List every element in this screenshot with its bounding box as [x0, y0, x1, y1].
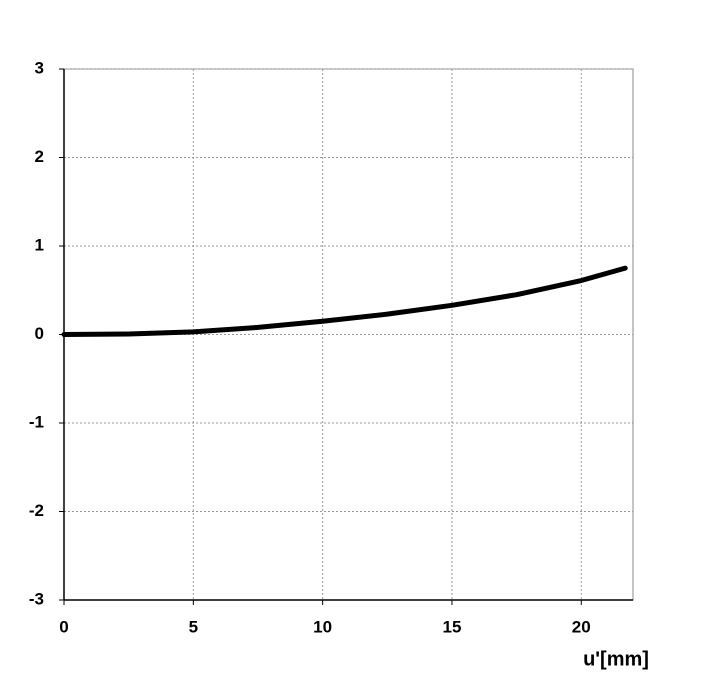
data-line — [61, 265, 628, 337]
y-tick-label: -3 — [29, 589, 44, 608]
x-tick-label: 0 — [59, 617, 68, 636]
y-tick-label: 3 — [35, 58, 44, 77]
x-axis-label: u'[mm] — [583, 648, 649, 670]
x-tick-label: 15 — [442, 617, 461, 636]
x-tick-label: 20 — [572, 617, 591, 636]
x-tick-label: 5 — [189, 617, 198, 636]
y-tick-label: 2 — [35, 147, 44, 166]
x-tick-label: 10 — [313, 617, 332, 636]
y-tick-label: -2 — [29, 501, 44, 520]
y-tick-label: -1 — [29, 412, 44, 431]
y-tick-label: 1 — [35, 235, 44, 254]
y-tick-label: 0 — [35, 324, 44, 343]
